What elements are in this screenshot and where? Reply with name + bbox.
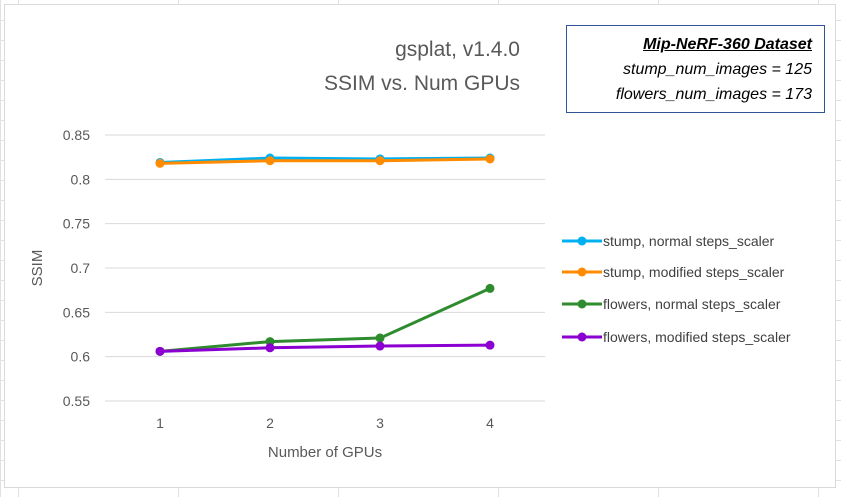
data-point [375,333,385,343]
stump-num-images: stump_num_images = 125 [623,61,812,78]
legend-label: stump, modified steps_scaler [603,264,785,280]
y-tick-label: 0.85 [63,127,90,143]
legend-label: flowers, modified steps_scaler [603,329,791,345]
data-point [485,154,495,164]
flowers-num-images: flowers_num_images = 173 [615,86,812,103]
legend-swatch-marker [577,267,587,277]
y-tick-label: 0.55 [63,393,90,409]
data-point [265,156,275,166]
x-axis-title: Number of GPUs [268,444,382,461]
chart-plot: 0.55 0.6 0.65 0.7 0.75 0.8 0.85 1 2 3 4 Number of G… [29,127,791,461]
y-tick-label: 0.8 [71,171,91,187]
chart-area[interactable]: 0.55 0.6 0.65 0.7 0.75 0.8 0.85 1 2 3 4 Number of G… [4,4,836,488]
series-line-2 [159,287,491,353]
dataset-heading: Mip-NeRF-360 Dataset [643,36,812,53]
legend-swatch-marker [577,299,587,309]
x-tick-label: 3 [376,415,384,431]
data-point [375,156,385,166]
y-tick-label: 0.75 [63,216,90,232]
x-tick-label: 2 [266,415,274,431]
data-point [485,340,495,350]
y-tick-label: 0.6 [71,349,91,365]
legend-swatch-marker [577,236,587,246]
data-point [155,158,165,168]
legend-label: stump, normal steps_scaler [603,233,775,249]
series-line-3 [159,343,491,353]
y-tick-label: 0.65 [63,304,90,320]
data-point [485,283,495,293]
chart-subtitle: SSIM vs. Num GPUs [323,72,520,95]
series-line-1 [159,157,491,165]
legend-swatch-marker [577,332,587,342]
data-point [155,346,165,356]
x-tick-label: 1 [156,415,164,431]
y-axis-title: SSIM [29,250,46,287]
chart-title: gsplat, v1.4.0 [395,38,520,61]
data-point [265,343,275,353]
data-point [375,341,385,351]
dataset-info-box: Mip-NeRF-360 Dataset stump_num_images = … [566,25,825,113]
y-tick-label: 0.7 [71,260,91,276]
data-point [265,337,275,347]
legend-label: flowers, normal steps_scaler [603,296,781,312]
x-tick-label: 4 [486,415,494,431]
